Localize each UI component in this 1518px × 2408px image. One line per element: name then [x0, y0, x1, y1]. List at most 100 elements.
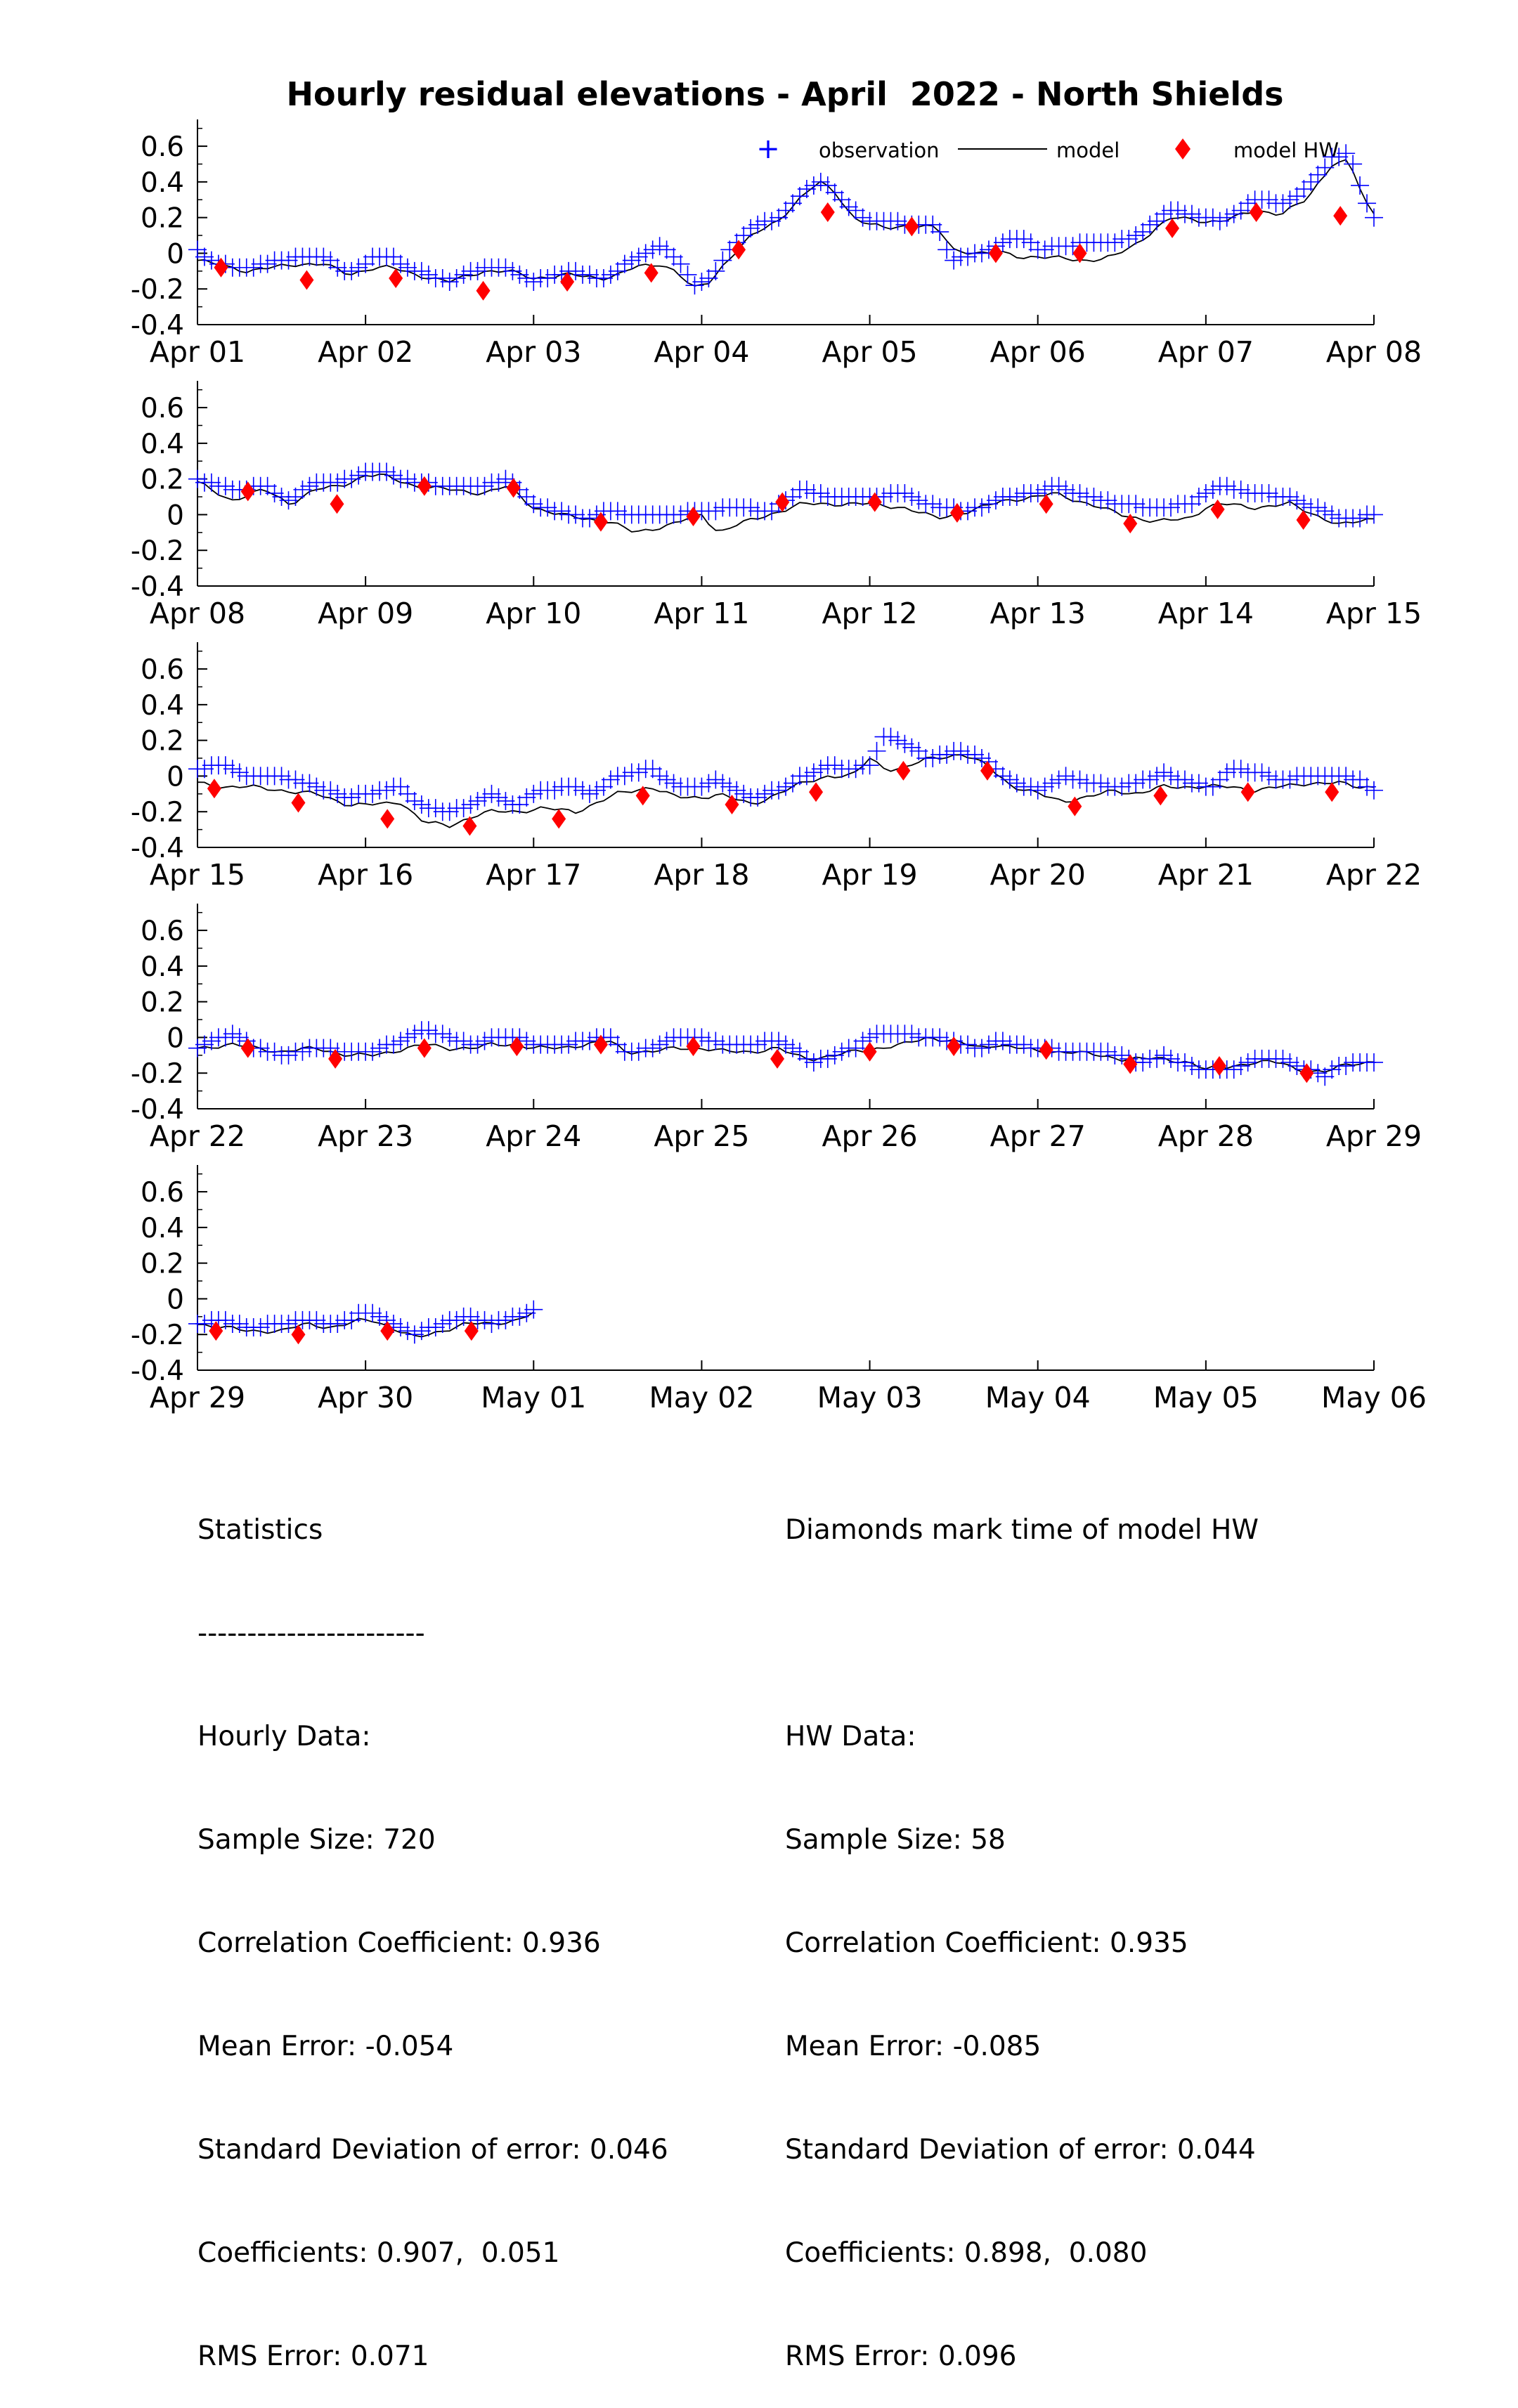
- observation-point: [363, 784, 382, 803]
- observation-point: [475, 1031, 494, 1050]
- observation-point: [1323, 1060, 1342, 1079]
- observation-point: [1259, 483, 1278, 502]
- observation-point: [314, 247, 333, 266]
- observation-point: [398, 1028, 417, 1047]
- observation-point: [1351, 509, 1370, 528]
- observation-point: [1231, 760, 1250, 779]
- stats-hw-header: HW Data:: [785, 1721, 916, 1752]
- model-hw-point: [209, 1321, 223, 1341]
- y-tick-label: 0.2: [141, 1249, 184, 1280]
- observation-point: [1203, 480, 1222, 499]
- model-hw-point: [1072, 243, 1087, 263]
- observation-point: [993, 767, 1012, 786]
- observation-point: [202, 473, 221, 492]
- observation-point: [1070, 483, 1089, 502]
- observation-point: [524, 495, 543, 514]
- observation-point: [538, 498, 557, 517]
- model-hw-point: [299, 270, 314, 290]
- observation-point: [1273, 1049, 1292, 1068]
- model-hw-point: [464, 1321, 479, 1341]
- observation-point: [734, 226, 753, 245]
- observation-point: [825, 183, 844, 202]
- x-tick-label: Apr 15: [1326, 597, 1422, 630]
- observation-point: [188, 240, 207, 259]
- model-hw-point: [949, 502, 964, 523]
- observation-point: [349, 466, 368, 485]
- observation-point: [727, 781, 746, 800]
- observation-point: [195, 247, 214, 266]
- observation-point: [664, 247, 683, 266]
- observation-point: [300, 476, 319, 495]
- y-tick-label: 0: [167, 238, 184, 270]
- x-tick-label: Apr 11: [654, 597, 749, 630]
- observation-point: [1231, 480, 1250, 499]
- observation-point: [1196, 483, 1215, 502]
- x-tick-label: Apr 12: [822, 597, 918, 630]
- observation-point: [265, 1042, 284, 1061]
- observation-point: [230, 1314, 249, 1333]
- observation-point: [1351, 176, 1370, 195]
- x-tick-label: Apr 14: [1158, 597, 1254, 630]
- observation-point: [643, 1039, 662, 1057]
- model-hw-point: [1210, 499, 1225, 519]
- model-hw-series: [209, 1321, 479, 1345]
- observation-point: [1217, 763, 1236, 782]
- observation-point: [1021, 233, 1040, 252]
- observation-point: [692, 777, 711, 796]
- y-tick-label: -0.4: [131, 1355, 184, 1387]
- observation-point: [818, 1049, 837, 1068]
- model-hw-point: [1333, 206, 1348, 226]
- stats-hw-std-error: Standard Deviation of error: 0.044: [785, 2134, 1256, 2166]
- model-hw-series: [240, 476, 1311, 534]
- y-tick-label: -0.2: [131, 274, 184, 306]
- model-hw-point: [644, 263, 659, 283]
- y-tick-label: -0.2: [131, 797, 184, 828]
- observation-point: [223, 1024, 242, 1043]
- observation-point: [1337, 1057, 1356, 1076]
- model-hw-point: [947, 1036, 961, 1057]
- observation-point: [993, 233, 1012, 252]
- y-tick-label: 0.2: [141, 464, 184, 496]
- model-hw-point: [770, 1048, 785, 1069]
- observation-point: [867, 741, 886, 760]
- observation-point: [517, 788, 536, 807]
- observation-point: [321, 781, 340, 800]
- model-hw-series: [207, 760, 1339, 836]
- observation-point: [377, 462, 396, 481]
- observation-point: [846, 201, 865, 220]
- observation-point: [979, 1035, 998, 1054]
- x-tick-label: Apr 21: [1158, 858, 1254, 892]
- observation-point: [244, 258, 263, 277]
- model-hw-point: [291, 793, 306, 813]
- observation-point: [342, 788, 361, 807]
- model-hw-point: [1212, 1056, 1226, 1076]
- observation-point: [426, 1318, 445, 1337]
- observation-point: [496, 258, 515, 277]
- observation-point: [468, 261, 487, 280]
- observation-point: [902, 1024, 921, 1043]
- observation-point: [391, 1031, 410, 1050]
- observation-point: [363, 1042, 382, 1061]
- observation-point: [923, 749, 942, 768]
- observation-point: [832, 1042, 851, 1061]
- observation-point: [370, 1039, 389, 1057]
- stats-hw: Diamonds mark time of model HW HW Data: …: [785, 1444, 1259, 2408]
- observation-point: [580, 784, 599, 803]
- observation-point: [412, 1322, 431, 1341]
- observation-point: [763, 211, 781, 230]
- observation-point: [440, 1028, 459, 1047]
- model-hw-point: [904, 216, 919, 237]
- observation-point: [440, 802, 459, 821]
- observation-point: [1280, 190, 1299, 209]
- observation-point: [1134, 222, 1153, 241]
- observation-point: [1169, 201, 1187, 220]
- observation-point: [1127, 495, 1146, 514]
- observation-point: [328, 784, 347, 803]
- x-tick-label: Apr 16: [318, 858, 413, 892]
- observation-point: [1134, 1053, 1153, 1072]
- observation-point: [1070, 770, 1089, 789]
- observation-point: [1295, 180, 1313, 199]
- observation-point: [580, 1031, 599, 1050]
- observation-point: [1280, 488, 1299, 507]
